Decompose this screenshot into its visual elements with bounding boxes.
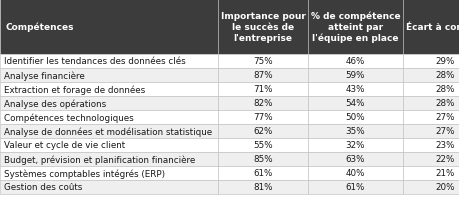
Bar [0, 83, 218, 97]
Text: 87%: 87% [252, 71, 272, 80]
Bar [402, 69, 459, 83]
Bar [308, 166, 402, 180]
Bar [308, 138, 402, 152]
Text: 50%: 50% [345, 113, 364, 122]
Text: Analyse de données et modélisation statistique: Analyse de données et modélisation stati… [4, 127, 212, 136]
Bar [218, 0, 308, 55]
Bar [0, 138, 218, 152]
Text: Identifier les tendances des données clés: Identifier les tendances des données clé… [4, 57, 185, 66]
Text: 32%: 32% [345, 141, 364, 150]
Text: 27%: 27% [435, 113, 454, 122]
Text: 27%: 27% [435, 127, 454, 136]
Bar [0, 110, 218, 124]
Text: 43%: 43% [345, 85, 364, 94]
Bar [402, 166, 459, 180]
Bar [0, 180, 218, 194]
Text: 55%: 55% [252, 141, 272, 150]
Text: Compétences technologiques: Compétences technologiques [4, 113, 134, 122]
Bar [402, 110, 459, 124]
Bar [402, 138, 459, 152]
Text: 81%: 81% [253, 183, 272, 192]
Bar [402, 180, 459, 194]
Text: 59%: 59% [345, 71, 364, 80]
Bar [308, 110, 402, 124]
Text: 22%: 22% [435, 155, 454, 164]
Bar [218, 110, 308, 124]
Text: 61%: 61% [345, 183, 364, 192]
Text: 71%: 71% [253, 85, 272, 94]
Bar [308, 124, 402, 138]
Bar [218, 55, 308, 69]
Bar [0, 97, 218, 110]
Bar [308, 69, 402, 83]
Bar [402, 83, 459, 97]
Text: 85%: 85% [252, 155, 272, 164]
Bar [308, 83, 402, 97]
Text: 29%: 29% [435, 57, 454, 66]
Bar [218, 180, 308, 194]
Text: 46%: 46% [345, 57, 364, 66]
Bar [218, 97, 308, 110]
Text: 61%: 61% [253, 169, 272, 178]
Text: % de compétence
atteint par
l'équipe en place: % de compétence atteint par l'équipe en … [310, 12, 399, 43]
Bar [402, 97, 459, 110]
Text: 20%: 20% [435, 183, 454, 192]
Bar [402, 124, 459, 138]
Text: 28%: 28% [435, 71, 454, 80]
Text: 62%: 62% [253, 127, 272, 136]
Text: Systèmes comptables intégrés (ERP): Systèmes comptables intégrés (ERP) [4, 168, 165, 178]
Text: 75%: 75% [252, 57, 272, 66]
Bar [0, 152, 218, 166]
Bar [0, 55, 218, 69]
Text: Budget, prévision et planification financière: Budget, prévision et planification finan… [4, 154, 195, 164]
Text: Analyse des opérations: Analyse des opérations [4, 99, 106, 108]
Bar [218, 83, 308, 97]
Text: Gestion des coûts: Gestion des coûts [4, 183, 82, 192]
Bar [402, 0, 459, 55]
Text: 23%: 23% [435, 141, 454, 150]
Bar [218, 69, 308, 83]
Text: 35%: 35% [345, 127, 364, 136]
Text: Valeur et cycle de vie client: Valeur et cycle de vie client [4, 141, 125, 150]
Bar [308, 0, 402, 55]
Text: Importance pour
le succès de
l'entreprise: Importance pour le succès de l'entrepris… [220, 12, 305, 43]
Bar [308, 152, 402, 166]
Bar [218, 152, 308, 166]
Text: 63%: 63% [345, 155, 364, 164]
Bar [0, 124, 218, 138]
Bar [0, 166, 218, 180]
Text: 54%: 54% [345, 99, 364, 108]
Text: 28%: 28% [435, 85, 454, 94]
Bar [402, 152, 459, 166]
Text: Extraction et forage de données: Extraction et forage de données [4, 85, 145, 94]
Text: 21%: 21% [435, 169, 454, 178]
Text: 77%: 77% [252, 113, 272, 122]
Bar [308, 55, 402, 69]
Text: 40%: 40% [345, 169, 364, 178]
Text: 28%: 28% [435, 99, 454, 108]
Bar [0, 69, 218, 83]
Bar [218, 166, 308, 180]
Bar [218, 124, 308, 138]
Text: 82%: 82% [253, 99, 272, 108]
Text: Écart à combler: Écart à combler [405, 23, 459, 32]
Bar [402, 55, 459, 69]
Text: Compétences: Compétences [5, 23, 73, 32]
Bar [308, 97, 402, 110]
Bar [218, 138, 308, 152]
Bar [0, 0, 218, 55]
Text: Analyse financière: Analyse financière [4, 71, 84, 80]
Bar [308, 180, 402, 194]
